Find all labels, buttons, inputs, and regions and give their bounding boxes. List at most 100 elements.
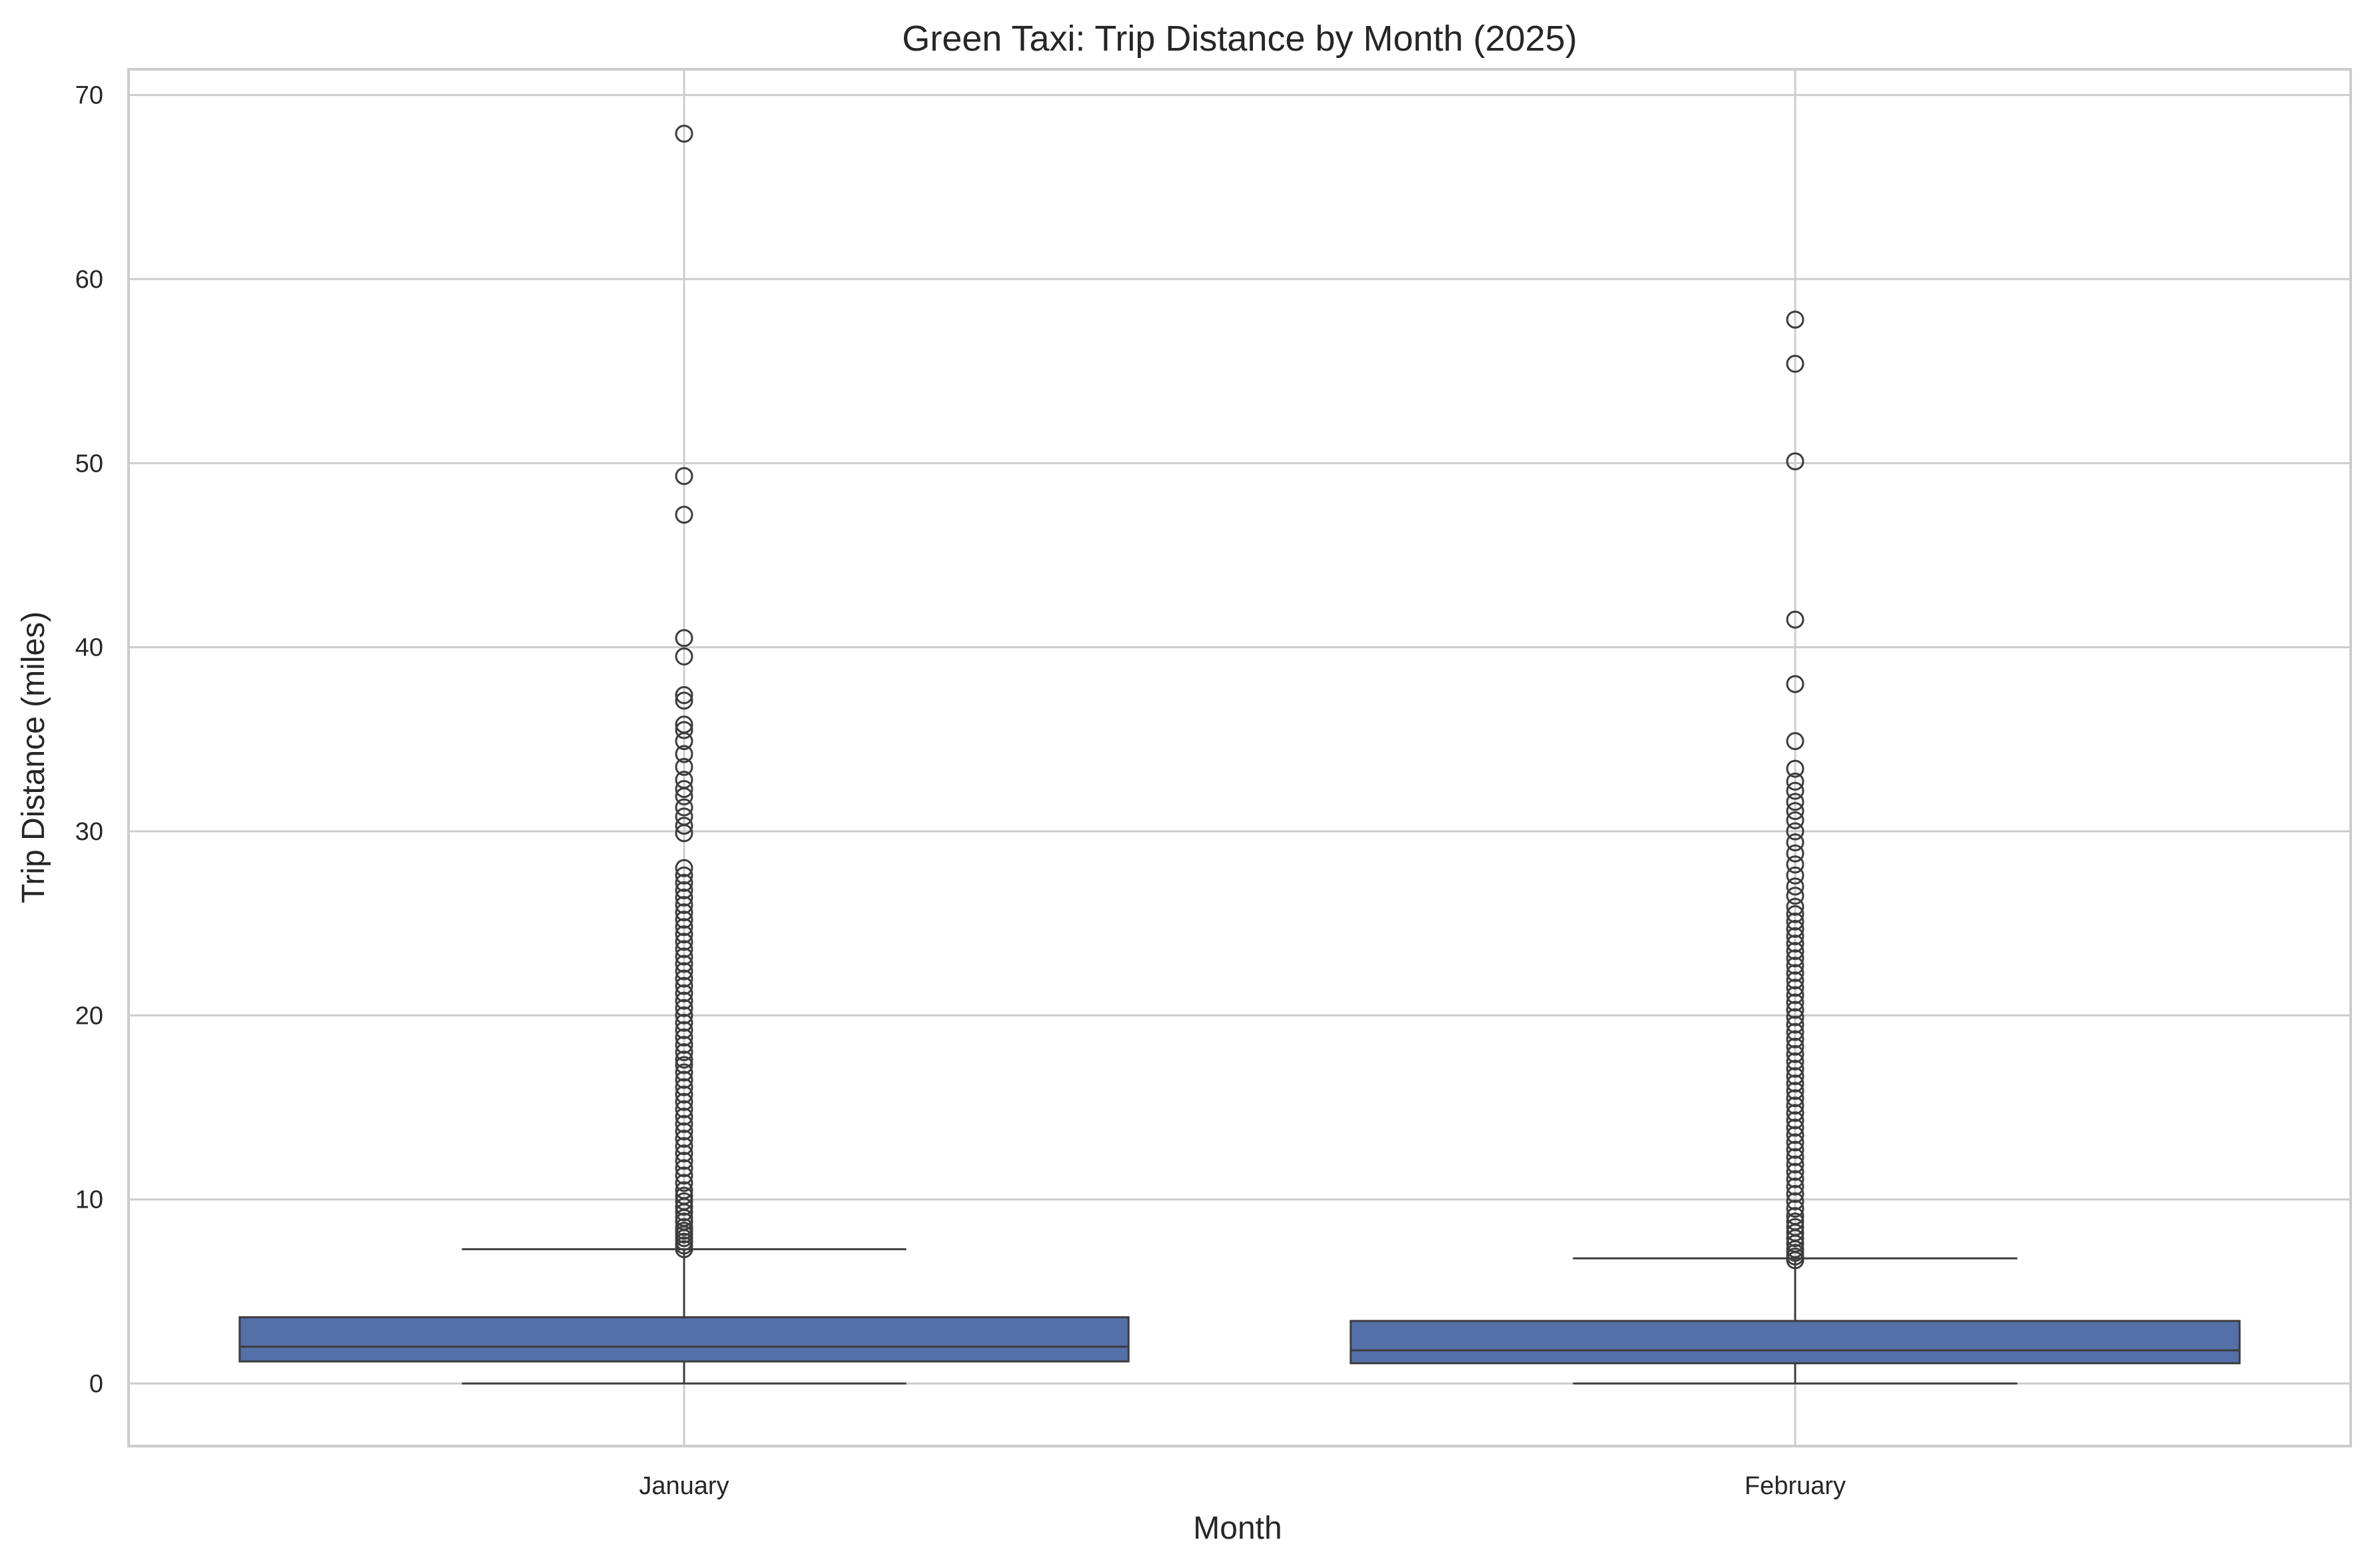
outlier-point bbox=[1786, 905, 1804, 923]
outlier-point bbox=[675, 998, 693, 1017]
box-february bbox=[1350, 310, 2241, 1385]
outlier-point bbox=[675, 1085, 693, 1104]
outlier-point bbox=[1786, 1096, 1804, 1115]
outlier-point bbox=[675, 715, 693, 734]
outlier-point bbox=[1786, 919, 1804, 938]
outlier-point bbox=[675, 1174, 693, 1192]
outlier-point bbox=[1786, 759, 1804, 778]
outlier-point bbox=[1786, 1177, 1804, 1196]
outlier-point bbox=[675, 817, 693, 835]
outlier-point bbox=[1786, 1155, 1804, 1174]
outlier-point bbox=[675, 467, 693, 486]
outlier-point bbox=[1786, 1030, 1804, 1048]
outlier-point bbox=[1786, 1037, 1804, 1056]
outlier-point bbox=[1786, 732, 1804, 751]
outlier-point bbox=[675, 1050, 693, 1069]
outlier-point bbox=[675, 1107, 693, 1126]
outlier-point bbox=[675, 977, 693, 995]
y-tick-label: 60 bbox=[75, 266, 103, 294]
outlier-point bbox=[1786, 855, 1804, 874]
outlier-point bbox=[1786, 354, 1804, 373]
outlier-point bbox=[675, 1186, 693, 1205]
outlier-point bbox=[675, 866, 693, 885]
outlier-point bbox=[1786, 833, 1804, 852]
outlier-point bbox=[675, 1159, 693, 1178]
y-tick-label: 20 bbox=[75, 1002, 103, 1030]
outlier-point bbox=[1786, 1074, 1804, 1093]
outlier-point bbox=[1786, 1089, 1804, 1108]
outlier-point bbox=[1786, 1184, 1804, 1203]
outlier-point bbox=[1786, 1170, 1804, 1188]
outlier-point bbox=[675, 1144, 693, 1163]
x-axis-label: Month bbox=[1193, 1511, 1282, 1546]
x-tick-label: January bbox=[639, 1472, 729, 1500]
outlier-point bbox=[675, 1078, 693, 1096]
outlier-point bbox=[1786, 310, 1804, 329]
outlier-point bbox=[675, 1092, 693, 1111]
outlier-point bbox=[675, 1137, 693, 1156]
outlier-point bbox=[675, 807, 693, 826]
outlier-point bbox=[1786, 1207, 1804, 1226]
outlier-point bbox=[675, 757, 693, 776]
outlier-point bbox=[1786, 897, 1804, 916]
outlier-point bbox=[675, 991, 693, 1010]
outlier-point bbox=[675, 691, 693, 710]
outlier-point bbox=[1786, 781, 1804, 800]
outlier-point bbox=[1786, 1162, 1804, 1181]
outlier-point bbox=[675, 1006, 693, 1024]
outlier-point bbox=[675, 962, 693, 980]
outlier-point bbox=[1786, 811, 1804, 829]
outlier-point bbox=[1786, 1148, 1804, 1166]
y-tick-label: 50 bbox=[75, 450, 103, 478]
outlier-point bbox=[1786, 793, 1804, 811]
outlier-point bbox=[675, 798, 693, 817]
outlier-point bbox=[1786, 822, 1804, 841]
x-tick-label: February bbox=[1745, 1472, 1846, 1500]
y-tick-label: 0 bbox=[89, 1370, 103, 1398]
outlier-point bbox=[1786, 1008, 1804, 1026]
y-axis-label: Trip Distance (miles) bbox=[16, 611, 51, 903]
outlier-point bbox=[1786, 1118, 1804, 1137]
outlier-point bbox=[675, 925, 693, 944]
boxes bbox=[238, 125, 2241, 1385]
outlier-point bbox=[1786, 1052, 1804, 1070]
outlier-point bbox=[675, 911, 693, 929]
outlier-point bbox=[1786, 1212, 1804, 1231]
outlier-point bbox=[1786, 1022, 1804, 1041]
outlier-point bbox=[675, 745, 693, 763]
chart-title: Green Taxi: Trip Distance by Month (2025… bbox=[902, 19, 1577, 59]
outlier-point bbox=[675, 779, 693, 798]
outlier-point bbox=[675, 1181, 693, 1200]
outlier-point bbox=[1786, 971, 1804, 990]
outlier-point bbox=[675, 1192, 693, 1210]
y-tick-label: 40 bbox=[75, 634, 103, 662]
outlier-point bbox=[1786, 964, 1804, 982]
outlier-point bbox=[675, 889, 693, 907]
outlier-point bbox=[675, 647, 693, 666]
outlier-point bbox=[675, 940, 693, 959]
outlier-point bbox=[675, 881, 693, 899]
outlier-point bbox=[675, 686, 693, 705]
outlier-point bbox=[1786, 1104, 1804, 1122]
outlier-point bbox=[675, 771, 693, 789]
outlier-point bbox=[1786, 1140, 1804, 1159]
outlier-point bbox=[675, 1056, 693, 1074]
outlier-point bbox=[675, 1043, 693, 1062]
y-tick-label: 70 bbox=[75, 82, 103, 110]
box-iqr bbox=[1350, 1320, 2241, 1365]
outlier-point bbox=[1786, 935, 1804, 953]
outlier-point bbox=[1786, 1133, 1804, 1152]
outlier-point bbox=[675, 873, 693, 892]
outlier-point bbox=[675, 933, 693, 951]
outlier-point bbox=[675, 721, 693, 739]
outlier-point bbox=[675, 1020, 693, 1039]
outlier-point bbox=[1786, 912, 1804, 931]
outlier-point bbox=[1786, 1082, 1804, 1100]
x-tick-labels: January February bbox=[639, 1472, 1846, 1500]
outlier-point bbox=[675, 859, 693, 877]
outlier-point bbox=[675, 1114, 693, 1133]
outlier-point bbox=[675, 125, 693, 143]
y-gridlines bbox=[129, 94, 2351, 1385]
outlier-point bbox=[675, 1166, 693, 1185]
